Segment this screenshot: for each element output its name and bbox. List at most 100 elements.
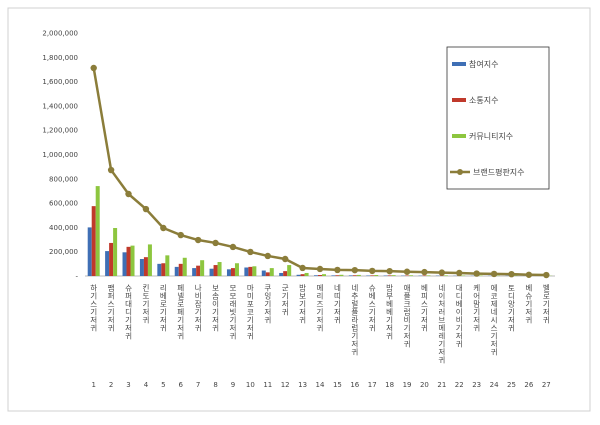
bar xyxy=(252,266,256,276)
bar xyxy=(183,258,187,276)
x-tick-label: 에코제네시스기저귀 xyxy=(490,284,499,357)
bar xyxy=(131,246,135,276)
y-tick-label: 2,000,000 xyxy=(42,30,78,38)
x-tick-label: 네추럴플라럽기저귀 xyxy=(350,284,359,357)
x-tick-label: 애플크럼비기저귀 xyxy=(403,284,412,349)
bar xyxy=(179,264,183,276)
rank-label: 19 xyxy=(403,381,412,389)
bar xyxy=(218,262,222,276)
rank-label: 26 xyxy=(524,381,533,389)
x-tick-label: 네이처러브메레기저귀 xyxy=(437,284,446,365)
rank-label: 23 xyxy=(472,381,481,389)
y-tick-label: 200,000 xyxy=(49,248,78,256)
bar xyxy=(322,274,326,276)
rank-label: 4 xyxy=(144,381,149,389)
legend-swatch xyxy=(457,169,463,175)
line-marker xyxy=(543,272,549,278)
bar xyxy=(335,275,339,276)
bar xyxy=(314,275,318,276)
rank-label: 9 xyxy=(231,381,235,389)
bar xyxy=(231,268,235,276)
rank-label: 8 xyxy=(213,381,217,389)
line-marker xyxy=(212,240,218,246)
x-tick-label: 밤보기저귀 xyxy=(298,283,307,325)
y-tick-label: 1,000,000 xyxy=(42,151,78,159)
line-marker xyxy=(247,249,253,255)
bar xyxy=(297,275,301,276)
bar xyxy=(357,275,361,276)
rank-label: 22 xyxy=(455,381,464,389)
x-tick-label: 군기저귀 xyxy=(281,284,290,317)
rank-label: 3 xyxy=(126,381,130,389)
bar xyxy=(370,275,374,276)
line-marker xyxy=(404,269,410,275)
line-marker xyxy=(178,232,184,238)
rank-label: 24 xyxy=(490,381,499,389)
bar xyxy=(157,264,161,276)
bar xyxy=(165,255,169,276)
bar xyxy=(210,269,214,276)
bar xyxy=(248,267,252,276)
bar xyxy=(392,275,396,276)
x-tick-label: 베슈기저귀 xyxy=(524,284,533,325)
bar xyxy=(374,275,378,276)
legend-swatch xyxy=(452,62,466,66)
x-tick-label: 대디베이비기저귀 xyxy=(455,284,464,349)
bar xyxy=(175,267,179,276)
bar xyxy=(113,228,117,276)
x-tick-label: 메리즈기저귀 xyxy=(316,284,325,333)
line-marker xyxy=(230,244,236,250)
x-tick-label: 쿠잉기저귀 xyxy=(263,284,272,325)
y-tick-label: 1,400,000 xyxy=(42,102,78,110)
line-marker xyxy=(473,270,479,276)
bar xyxy=(279,273,283,276)
x-tick-label: 나비잠기저귀 xyxy=(194,284,203,333)
y-tick-label: 1,800,000 xyxy=(42,54,78,62)
x-tick-label: 슈베스기저귀 xyxy=(368,284,377,333)
line-marker xyxy=(299,265,305,271)
bar xyxy=(266,272,270,276)
rank-label: 2 xyxy=(109,381,113,389)
x-tick-label: 토디앙기저귀 xyxy=(507,284,516,333)
bar xyxy=(88,227,92,276)
rank-label: 11 xyxy=(263,381,272,389)
rank-label: 12 xyxy=(281,381,290,389)
bar xyxy=(127,247,131,276)
bar xyxy=(123,252,127,276)
legend-label: 참여지수 xyxy=(469,59,498,69)
line-marker xyxy=(439,269,445,275)
bar xyxy=(192,268,196,276)
bar xyxy=(287,265,291,276)
bar xyxy=(161,263,165,276)
legend-swatch xyxy=(452,134,466,138)
rank-label: 17 xyxy=(368,381,377,389)
legend-label: 커뮤니티지수 xyxy=(469,131,513,141)
bar xyxy=(196,266,200,276)
legend-swatch xyxy=(452,98,466,102)
rank-label: 16 xyxy=(350,381,359,389)
x-tick-label: 베피스기저귀 xyxy=(420,284,429,333)
x-tick-label: 슈퍼대디기저귀 xyxy=(124,284,133,341)
rank-label: 20 xyxy=(420,381,429,389)
bar xyxy=(96,186,100,276)
line-marker xyxy=(265,253,271,259)
line-marker xyxy=(195,237,201,243)
x-tick-label: 벨로기저귀 xyxy=(542,284,551,325)
x-tick-label: 모모래빗기저귀 xyxy=(228,284,237,341)
bar xyxy=(426,275,430,276)
line-marker xyxy=(334,267,340,273)
bar xyxy=(105,251,109,276)
bar xyxy=(331,275,335,276)
x-tick-label: 보솜이기저귀 xyxy=(211,284,220,333)
bar xyxy=(92,206,96,276)
bar xyxy=(318,275,322,276)
line-marker xyxy=(160,225,166,231)
x-tick-label: 킨도기저귀 xyxy=(141,283,150,325)
bar xyxy=(227,269,231,276)
bar xyxy=(214,265,218,276)
line-marker xyxy=(282,256,288,262)
legend-label: 브랜드평판지수 xyxy=(473,167,525,177)
bar xyxy=(283,271,287,276)
x-tick-label: 하기스기저귀 xyxy=(89,283,98,333)
